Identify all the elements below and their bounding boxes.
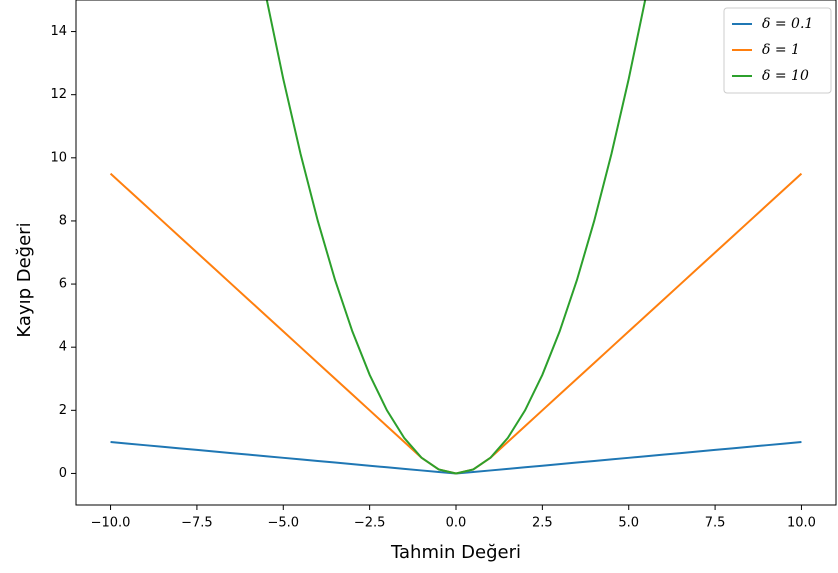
y-tick-label: 8 bbox=[59, 213, 67, 228]
line bbox=[265, 0, 647, 475]
y-tick-label: 2 bbox=[59, 403, 67, 418]
legend-label: δ = 10 bbox=[762, 68, 809, 84]
x-tick-label: −7.5 bbox=[181, 516, 213, 531]
line bbox=[110, 441, 802, 475]
legend-box bbox=[723, 7, 832, 94]
x-tick-label: 10.0 bbox=[787, 516, 816, 531]
x-tick-label: 7.5 bbox=[705, 516, 726, 531]
plot-area bbox=[109, 0, 803, 475]
y-tick-label: 0 bbox=[59, 466, 67, 481]
x-tick-label: 5.0 bbox=[618, 516, 639, 531]
frame bbox=[75, 0, 837, 506]
x-tick-label: −10.0 bbox=[91, 516, 131, 531]
y-tick-label: 4 bbox=[59, 340, 67, 355]
legend-label: δ = 0.1 bbox=[762, 16, 813, 32]
y-tick-label: 6 bbox=[59, 277, 67, 292]
y-axis-label: Kayıp Değeri bbox=[14, 222, 35, 337]
x-tick-label: −5.0 bbox=[267, 516, 299, 531]
y-tick-label: 10 bbox=[50, 150, 67, 165]
y-tick-label: 12 bbox=[50, 87, 67, 102]
x-tick-label: −2.5 bbox=[354, 516, 386, 531]
line bbox=[109, 172, 803, 475]
y-tick-label: 14 bbox=[50, 24, 67, 39]
x-axis-label: Tahmin Değeri bbox=[390, 542, 521, 563]
x-tick-label: 0.0 bbox=[446, 516, 467, 531]
x-tick-label: 2.5 bbox=[532, 516, 553, 531]
legend-label: δ = 1 bbox=[762, 42, 800, 58]
